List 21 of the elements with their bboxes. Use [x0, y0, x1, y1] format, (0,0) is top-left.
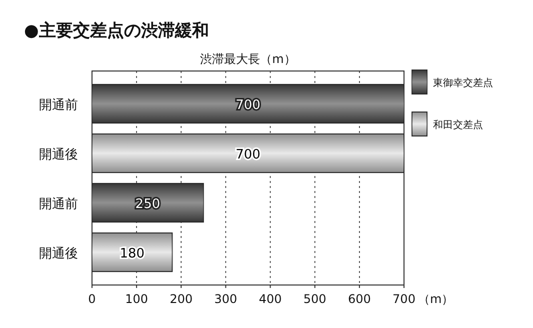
x-tick-label: 600 — [348, 292, 371, 306]
text: （m） — [418, 292, 454, 306]
x-axis-title: 渋滞最大長（m） — [200, 52, 296, 66]
x-tick-label: 0 — [88, 292, 96, 306]
y-tick-label: 開通前 — [39, 196, 78, 212]
data-label: 180 — [120, 246, 145, 262]
data-label: 700 — [236, 147, 260, 162]
x-tick-label: 700 — [392, 292, 416, 306]
chart-title: ●主要交差点の渋滞緩和 — [24, 21, 209, 41]
legend-label: 和田交差点 — [433, 119, 483, 131]
x-tick-label: 200 — [170, 292, 193, 306]
legend-label: 東御幸交差点 — [433, 77, 493, 89]
x-tick-label: 400 — [258, 292, 282, 306]
y-tick-label: 開通後 — [39, 147, 78, 162]
data-label: 250 — [135, 196, 160, 212]
x-tick-label: 100 — [125, 292, 148, 306]
data-label: 700 — [236, 98, 260, 113]
x-tick-label: 300 — [214, 292, 238, 306]
x-tick-label: 500 — [303, 292, 326, 306]
y-tick-label: 開通前 — [39, 98, 78, 113]
y-tick-label: 開通後 — [39, 246, 78, 262]
